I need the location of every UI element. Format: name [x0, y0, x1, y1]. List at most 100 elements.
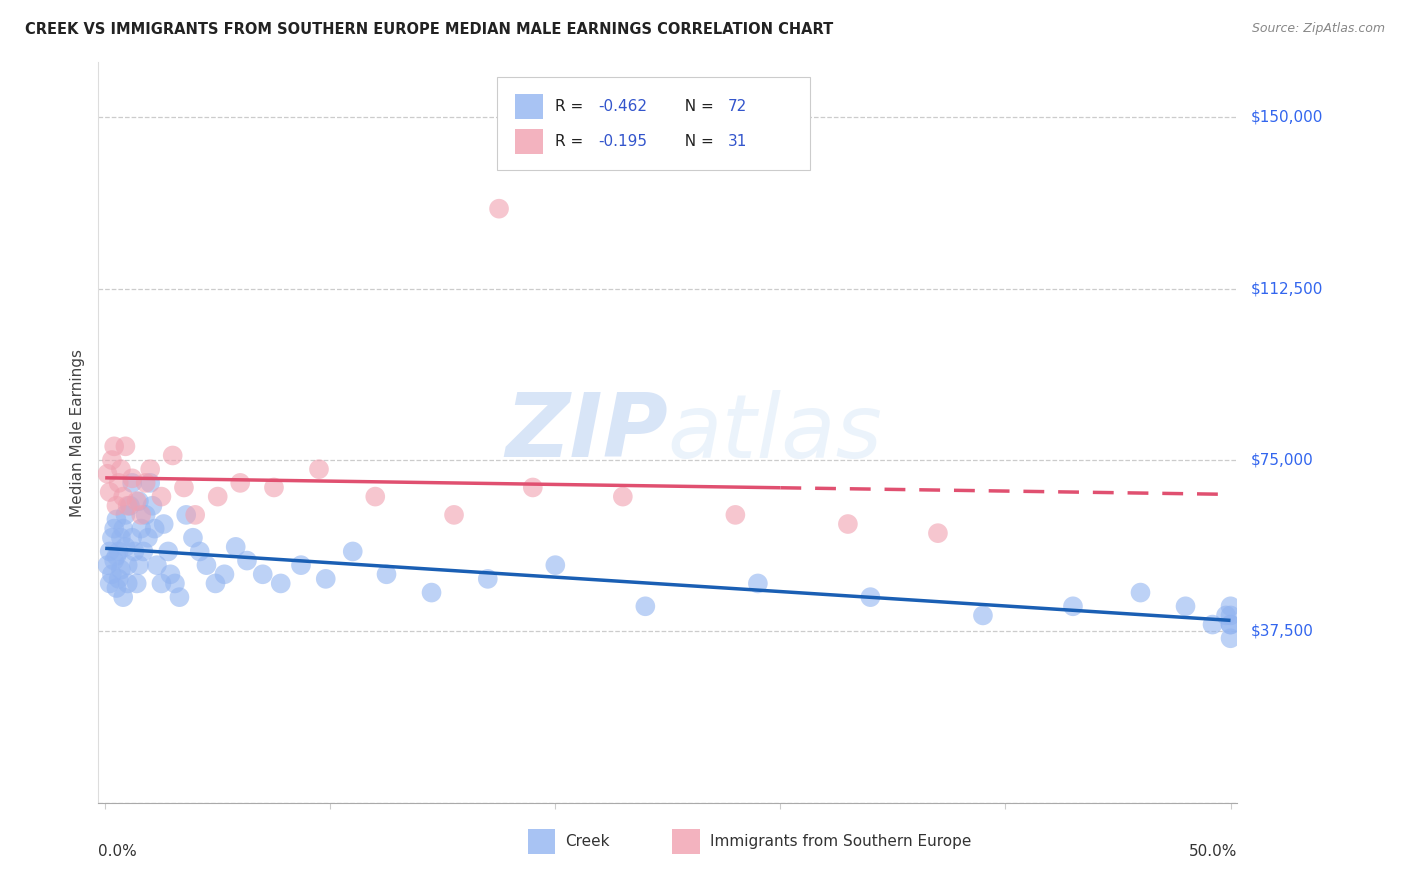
Point: [117, 576, 139, 591]
Point: [1219, 617, 1241, 632]
Text: -0.195: -0.195: [599, 134, 647, 149]
Point: [132, 544, 155, 558]
Point: [1219, 608, 1241, 623]
Point: [290, 558, 312, 573]
Point: [184, 508, 207, 522]
Point: [101, 567, 124, 582]
Point: [105, 549, 128, 563]
FancyBboxPatch shape: [515, 94, 543, 119]
FancyBboxPatch shape: [498, 78, 810, 169]
Point: [972, 608, 994, 623]
Point: [118, 499, 141, 513]
Point: [1219, 632, 1241, 646]
Point: [129, 522, 152, 536]
Point: [157, 544, 180, 558]
Point: [114, 540, 136, 554]
Point: [1219, 617, 1241, 632]
Text: Creek: Creek: [565, 834, 610, 849]
Point: [124, 544, 146, 558]
Point: [1129, 585, 1152, 599]
Text: ZIP: ZIP: [505, 389, 668, 476]
Point: [105, 499, 128, 513]
Point: [173, 480, 195, 494]
Point: [188, 544, 211, 558]
Point: [612, 490, 634, 504]
Point: [98, 544, 121, 558]
Point: [96, 558, 118, 573]
Point: [229, 475, 252, 490]
FancyBboxPatch shape: [515, 129, 543, 154]
Point: [105, 512, 128, 526]
Point: [927, 526, 949, 541]
Point: [143, 522, 166, 536]
Point: [107, 475, 129, 490]
Point: [724, 508, 747, 522]
Text: $112,500: $112,500: [1251, 281, 1323, 296]
Point: [169, 590, 191, 604]
Point: [112, 490, 135, 504]
Point: [117, 558, 139, 573]
Point: [342, 544, 364, 558]
Point: [174, 508, 197, 522]
Point: [107, 544, 129, 558]
Text: -0.462: -0.462: [599, 99, 647, 113]
Text: atlas: atlas: [668, 390, 883, 475]
Point: [121, 471, 143, 485]
Text: N =: N =: [675, 99, 718, 113]
Point: [1219, 599, 1241, 614]
Point: [837, 516, 859, 531]
Text: 31: 31: [728, 134, 748, 149]
Point: [96, 467, 118, 481]
Point: [152, 516, 174, 531]
Point: [315, 572, 337, 586]
Point: [103, 522, 125, 536]
Point: [1062, 599, 1084, 614]
Point: [114, 439, 136, 453]
Point: [107, 572, 129, 586]
Point: [1201, 617, 1223, 632]
Point: [181, 531, 204, 545]
FancyBboxPatch shape: [672, 829, 700, 854]
Text: CREEK VS IMMIGRANTS FROM SOUTHERN EUROPE MEDIAN MALE EARNINGS CORRELATION CHART: CREEK VS IMMIGRANTS FROM SOUTHERN EUROPE…: [25, 22, 834, 37]
Text: $37,500: $37,500: [1251, 624, 1315, 639]
Point: [195, 558, 218, 573]
Point: [125, 494, 148, 508]
Point: [1174, 599, 1197, 614]
Point: [308, 462, 330, 476]
Point: [263, 480, 285, 494]
Point: [747, 576, 769, 591]
Point: [129, 508, 152, 522]
Point: [204, 576, 226, 591]
Point: [252, 567, 274, 582]
Point: [101, 453, 124, 467]
Point: [110, 462, 132, 476]
Point: [112, 522, 135, 536]
Point: [135, 508, 157, 522]
Text: 72: 72: [728, 99, 748, 113]
Point: [443, 508, 465, 522]
Point: [146, 558, 169, 573]
Point: [150, 490, 173, 504]
Point: [522, 480, 544, 494]
Point: [375, 567, 398, 582]
Point: [163, 576, 186, 591]
Point: [139, 475, 162, 490]
Point: [135, 475, 157, 490]
Point: [159, 567, 181, 582]
Text: $150,000: $150,000: [1251, 110, 1323, 125]
Point: [544, 558, 567, 573]
Point: [103, 553, 125, 567]
Point: [110, 563, 132, 577]
Text: $75,000: $75,000: [1251, 452, 1315, 467]
Point: [270, 576, 292, 591]
Point: [141, 499, 163, 513]
Point: [236, 553, 259, 567]
Point: [98, 576, 121, 591]
Point: [150, 576, 173, 591]
Text: Source: ZipAtlas.com: Source: ZipAtlas.com: [1251, 22, 1385, 36]
Point: [207, 490, 229, 504]
Point: [634, 599, 657, 614]
Text: 0.0%: 0.0%: [98, 844, 138, 858]
Point: [121, 531, 143, 545]
Point: [162, 449, 184, 463]
